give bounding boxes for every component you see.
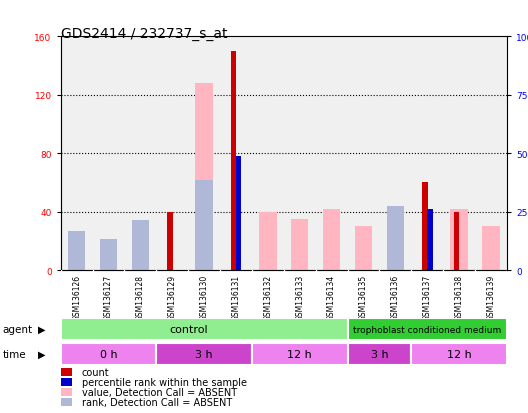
Bar [482, 227, 499, 271]
Text: GDS2414 / 232737_s_at: GDS2414 / 232737_s_at [61, 27, 227, 41]
Text: GSM136126: GSM136126 [72, 274, 81, 320]
Bar [427, 209, 432, 271]
Text: count: count [82, 367, 109, 377]
Text: 3 h: 3 h [371, 349, 388, 359]
Text: GSM136137: GSM136137 [423, 274, 432, 320]
Bar [454, 212, 459, 271]
Text: GSM136129: GSM136129 [168, 274, 177, 320]
Text: trophoblast conditioned medium: trophoblast conditioned medium [353, 325, 501, 334]
Bar [450, 209, 468, 271]
Text: GSM136130: GSM136130 [200, 274, 209, 320]
Bar [355, 227, 372, 271]
Text: GSM136127: GSM136127 [104, 274, 113, 320]
Text: rank, Detection Call = ABSENT: rank, Detection Call = ABSENT [82, 397, 232, 407]
Bar [231, 52, 237, 271]
Bar [167, 212, 173, 271]
Text: 3 h: 3 h [195, 349, 213, 359]
Text: control: control [169, 324, 208, 335]
Text: GSM136131: GSM136131 [231, 274, 240, 320]
Bar [61, 343, 156, 365]
Text: time: time [3, 349, 26, 359]
Text: value, Detection Call = ABSENT: value, Detection Call = ABSENT [82, 387, 237, 397]
Text: percentile rank within the sample: percentile rank within the sample [82, 377, 247, 387]
Bar [68, 231, 86, 271]
Text: ▶: ▶ [38, 349, 45, 359]
Bar [100, 240, 117, 271]
Text: GSM136136: GSM136136 [391, 274, 400, 320]
Bar [323, 209, 341, 271]
Bar [291, 219, 308, 271]
Bar [131, 224, 149, 271]
Bar [235, 157, 241, 271]
Bar [411, 343, 507, 365]
Text: GSM136139: GSM136139 [486, 274, 495, 320]
Bar [347, 318, 507, 340]
Text: GSM136132: GSM136132 [263, 274, 272, 320]
Text: GSM136133: GSM136133 [295, 274, 304, 320]
Bar [252, 343, 347, 365]
Text: 0 h: 0 h [100, 349, 117, 359]
Text: agent: agent [3, 324, 33, 334]
Text: 12 h: 12 h [447, 349, 472, 359]
Text: GSM136135: GSM136135 [359, 274, 368, 320]
Text: 12 h: 12 h [287, 349, 312, 359]
Bar [422, 183, 428, 271]
Text: GSM136128: GSM136128 [136, 274, 145, 320]
Bar [347, 343, 411, 365]
Text: GSM136134: GSM136134 [327, 274, 336, 320]
Bar [195, 180, 213, 271]
Bar [195, 84, 213, 271]
Bar [100, 249, 117, 271]
Bar [156, 343, 252, 365]
Bar [68, 238, 86, 271]
Bar [386, 206, 404, 271]
Text: ▶: ▶ [38, 324, 45, 334]
Bar [259, 212, 277, 271]
Text: GSM136138: GSM136138 [455, 274, 464, 320]
Bar [386, 209, 404, 271]
Bar [61, 318, 347, 340]
Bar [131, 221, 149, 271]
